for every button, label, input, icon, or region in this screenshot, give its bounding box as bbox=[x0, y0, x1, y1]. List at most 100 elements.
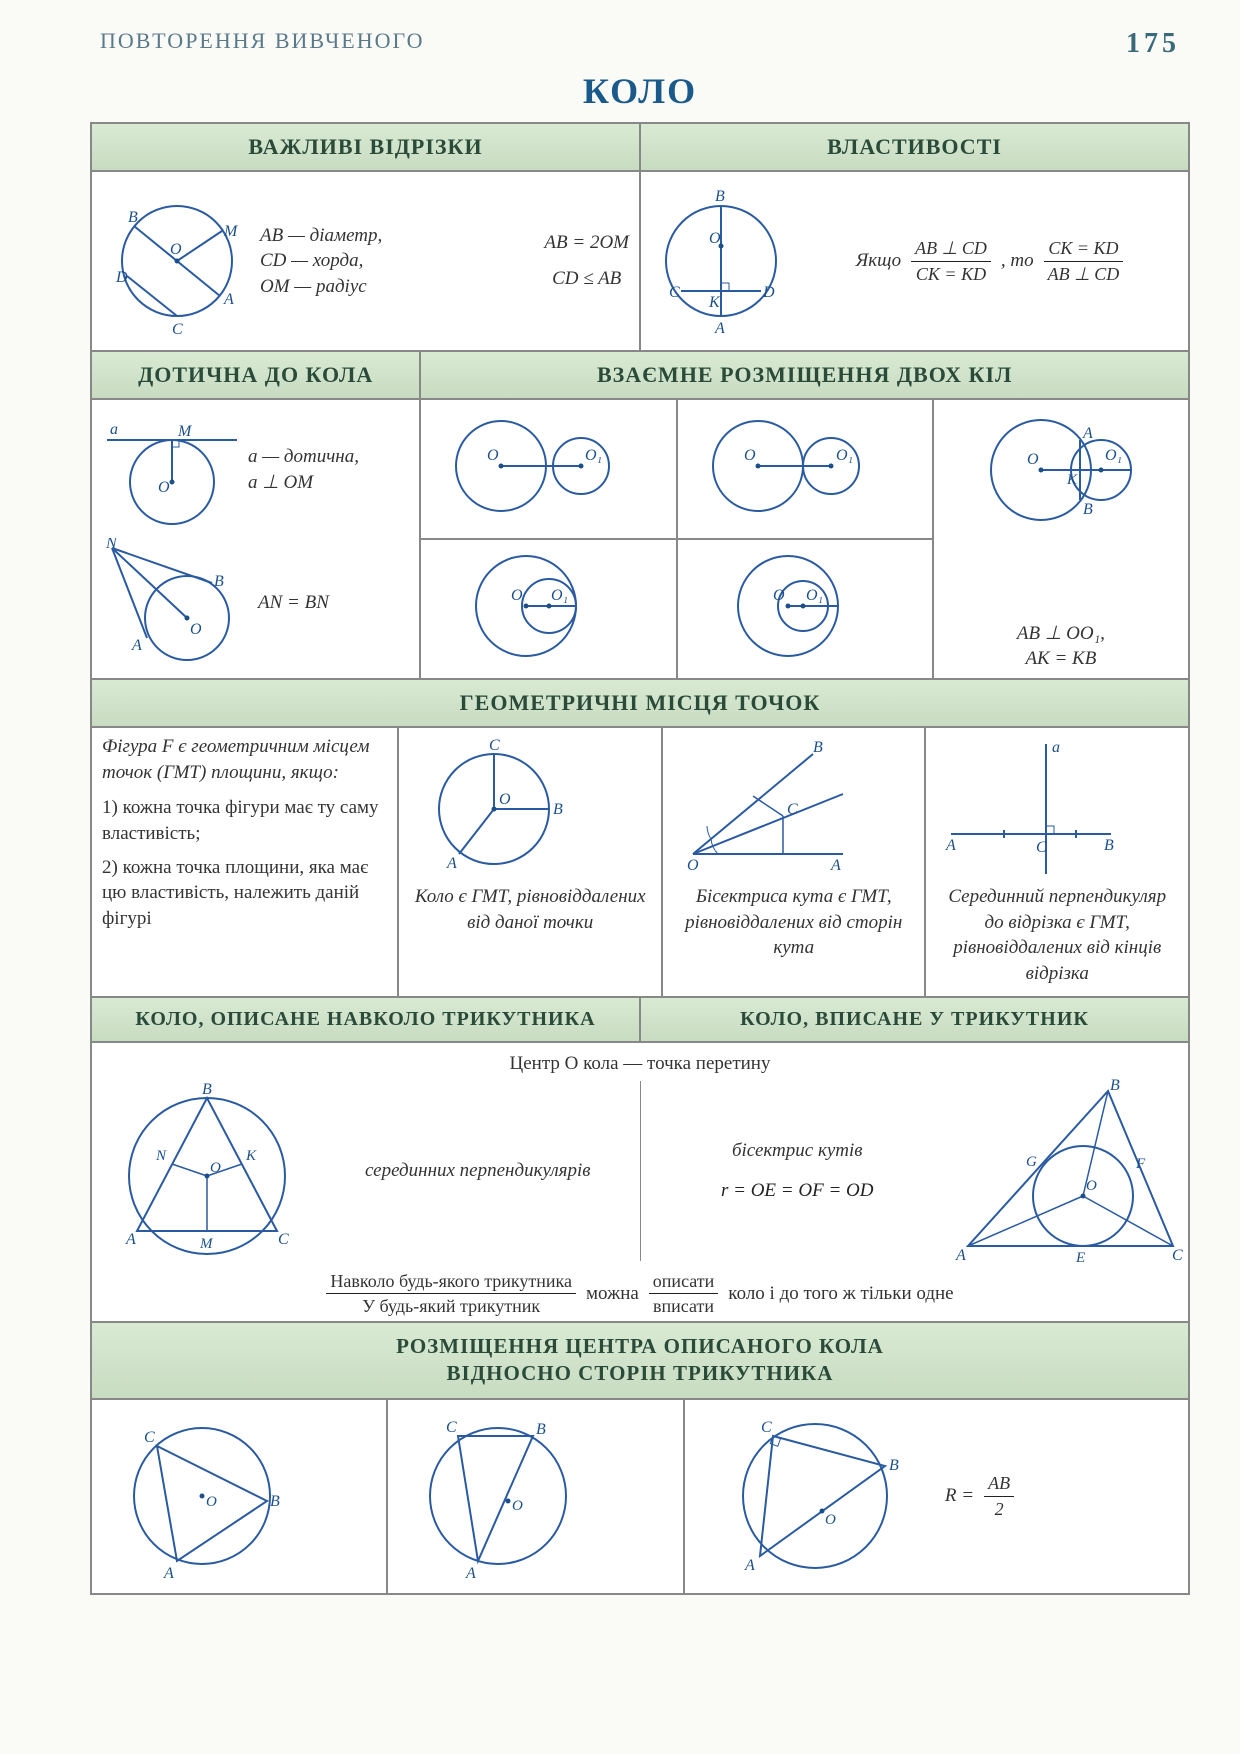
svg-text:G: G bbox=[1026, 1154, 1037, 1170]
svg-text:B: B bbox=[715, 188, 725, 205]
tangent-text-1: a — дотична, a ⊥ OM bbox=[248, 444, 359, 495]
svg-text:B: B bbox=[270, 1493, 280, 1510]
svg-text:O: O bbox=[158, 479, 170, 496]
radius-formula: R = AB 2 bbox=[945, 1471, 1014, 1521]
svg-text:C: C bbox=[669, 284, 680, 301]
center-pos-header: РОЗМІЩЕННЯ ЦЕНТРА ОПИСАНОГО КОЛА ВІДНОСН… bbox=[91, 1322, 1189, 1399]
svg-text:C: C bbox=[446, 1419, 457, 1436]
inscribed-header: КОЛО, ВПИСАНЕ У ТРИКУТНИК bbox=[640, 997, 1189, 1042]
inscribed-formula: r = OE = OF = OD bbox=[646, 1178, 948, 1204]
segments-cell: B M O D A C AB — діаметр, CD — хорда, OM… bbox=[91, 171, 640, 351]
svg-text:A: A bbox=[223, 291, 234, 308]
svg-text:C: C bbox=[787, 801, 798, 818]
tangent-cell: a M O a — дотична, a ⊥ OM bbox=[91, 399, 420, 679]
svg-text:O₁: O₁ bbox=[585, 447, 602, 464]
properties-header: ВЛАСТИВОСТІ bbox=[640, 123, 1189, 171]
svg-text:C: C bbox=[172, 321, 183, 336]
properties-diagram: B O C K D A bbox=[651, 181, 791, 341]
svg-text:O: O bbox=[744, 447, 756, 464]
gmt-header: ГЕОМЕТРИЧНІ МІСЦЯ ТОЧОК bbox=[91, 679, 1189, 727]
svg-text:K: K bbox=[708, 294, 721, 311]
svg-text:C: C bbox=[489, 737, 500, 754]
running-head: ПОВТОРЕННЯ ВИВЧЕНОГО 175 bbox=[90, 20, 1190, 64]
page-title: КОЛО bbox=[90, 70, 1190, 112]
properties-cell: B O C K D A Якщо AB ⊥ CD CK = KD , то CK… bbox=[640, 171, 1189, 351]
svg-text:E: E bbox=[1075, 1250, 1085, 1266]
properties-formula: Якщо AB ⊥ CD CK = KD , то CK = KD AB ⊥ C… bbox=[801, 236, 1178, 286]
svg-text:K: K bbox=[245, 1148, 257, 1164]
svg-text:a: a bbox=[1052, 739, 1060, 756]
svg-text:O₁: O₁ bbox=[836, 447, 853, 464]
center-acute: C B A O bbox=[91, 1399, 387, 1594]
two-circles-cell: O O₁ O O₁ bbox=[420, 399, 1189, 679]
svg-text:B: B bbox=[214, 573, 224, 590]
inscribed-diagram: B A C O G F E bbox=[948, 1076, 1188, 1266]
svg-text:M: M bbox=[223, 223, 239, 240]
segments-header: ВАЖЛИВІ ВІДРІЗКИ bbox=[91, 123, 640, 171]
svg-text:O₁: O₁ bbox=[1105, 447, 1122, 464]
svg-text:B: B bbox=[553, 801, 563, 818]
svg-text:O: O bbox=[512, 1498, 523, 1514]
gmt-bisector: O B C A Бісектриса кута є ГМТ, рівновідд… bbox=[662, 727, 926, 997]
circles-intersecting: O O₁ A K B bbox=[933, 399, 1189, 539]
svg-text:O₁: O₁ bbox=[551, 587, 568, 604]
circum-header: КОЛО, ОПИСАНЕ НАВКОЛО ТРИКУТНИКА bbox=[91, 997, 640, 1042]
center-right: C B A O R = AB 2 bbox=[684, 1399, 1189, 1594]
svg-text:N: N bbox=[155, 1148, 167, 1164]
svg-text:C: C bbox=[1036, 839, 1047, 856]
svg-text:O: O bbox=[825, 1512, 836, 1528]
inscribed-caption: бісектрис кутів bbox=[646, 1138, 948, 1164]
svg-text:D: D bbox=[115, 269, 128, 286]
svg-text:B: B bbox=[889, 1457, 899, 1474]
svg-text:A: A bbox=[465, 1565, 476, 1582]
circum-caption: серединних перпендикулярів bbox=[322, 1158, 634, 1184]
svg-text:O: O bbox=[170, 241, 182, 258]
tangent-diagram-1: a M O bbox=[102, 410, 242, 530]
svg-text:A: A bbox=[744, 1557, 755, 1574]
svg-text:B: B bbox=[1110, 1077, 1120, 1094]
svg-text:B: B bbox=[536, 1421, 546, 1438]
svg-text:N: N bbox=[105, 538, 118, 552]
svg-text:O: O bbox=[773, 587, 785, 604]
svg-text:D: D bbox=[762, 284, 775, 301]
circum-diagram: B A C O N K M bbox=[92, 1076, 322, 1266]
svg-text:A: A bbox=[446, 855, 457, 872]
center-obtuse: C B A O bbox=[387, 1399, 683, 1594]
segments-defs: AB — діаметр, CD — хорда, OM — радіус bbox=[260, 223, 536, 300]
svg-text:a: a bbox=[110, 421, 118, 438]
circles-ext-tangent: O O₁ bbox=[677, 399, 933, 539]
segments-formulas: AB = 2OM CD ≤ AB bbox=[544, 230, 629, 291]
svg-text:A: A bbox=[945, 837, 956, 854]
svg-text:O: O bbox=[206, 1494, 217, 1510]
tangent-header: ДОТИЧНА ДО КОЛА bbox=[91, 351, 420, 399]
statement-row: Навколо будь-якого трикутника У будь-яки… bbox=[92, 1261, 1188, 1327]
circles-nested: O O₁ bbox=[677, 539, 933, 679]
chapter-title: ПОВТОРЕННЯ ВИВЧЕНОГО bbox=[100, 28, 425, 60]
svg-text:C: C bbox=[1172, 1247, 1183, 1264]
circles-int-tangent: O O₁ bbox=[420, 539, 676, 679]
svg-text:A: A bbox=[1082, 425, 1093, 442]
textbook-page: ПОВТОРЕННЯ ВИВЧЕНОГО 175 КОЛО ВАЖЛИВІ ВІ… bbox=[0, 0, 1240, 1754]
svg-text:M: M bbox=[177, 423, 193, 440]
svg-text:O: O bbox=[210, 1160, 221, 1176]
svg-text:C: C bbox=[144, 1429, 155, 1446]
svg-text:A: A bbox=[125, 1231, 136, 1248]
circles-external: O O₁ bbox=[420, 399, 676, 539]
svg-text:M: M bbox=[199, 1236, 214, 1252]
gmt-definition: Фігура F є геометричним місцем точок (ГМ… bbox=[91, 727, 398, 997]
svg-text:K: K bbox=[1066, 472, 1078, 488]
svg-text:O: O bbox=[499, 791, 511, 808]
svg-text:B: B bbox=[128, 209, 138, 226]
svg-text:O: O bbox=[511, 587, 523, 604]
svg-text:B: B bbox=[1083, 501, 1093, 518]
svg-text:B: B bbox=[813, 739, 823, 756]
page-number: 175 bbox=[1126, 28, 1180, 60]
svg-text:C: C bbox=[761, 1419, 772, 1436]
gmt-perp-bisector: a A C B Серединний перпендикуляр до відр… bbox=[925, 727, 1189, 997]
svg-text:F: F bbox=[1135, 1156, 1146, 1172]
svg-text:O: O bbox=[687, 857, 699, 874]
segments-diagram: B M O D A C bbox=[102, 186, 252, 336]
tangent-diagram-2: N B A O bbox=[102, 538, 252, 668]
svg-text:A: A bbox=[714, 320, 725, 337]
svg-text:A: A bbox=[955, 1247, 966, 1264]
